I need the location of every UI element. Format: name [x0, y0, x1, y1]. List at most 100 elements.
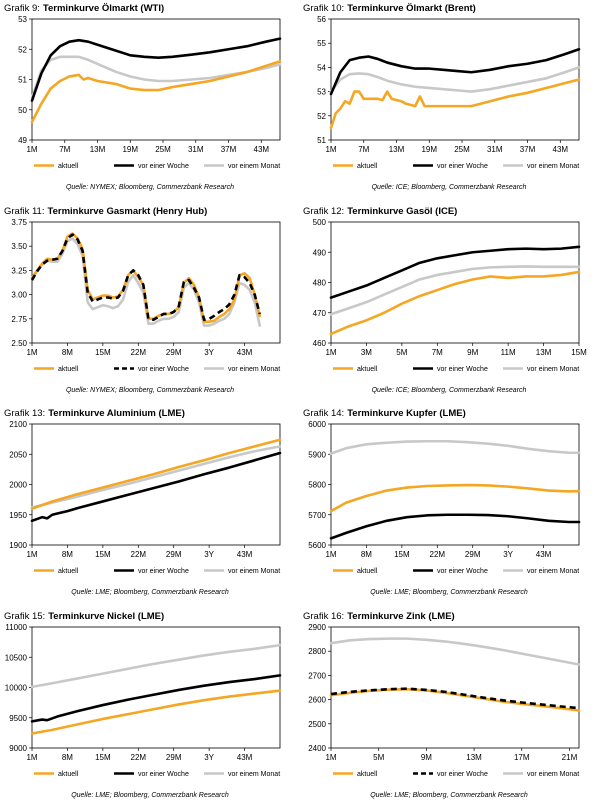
x-tick-label: 8M: [62, 550, 73, 559]
legend-label-aktuell: aktuell: [357, 163, 378, 170]
y-tick-label: 6000: [308, 420, 326, 429]
chart-title-prefix: Grafik 12:: [303, 206, 344, 217]
chart-source: Quelle: LME; Bloomberg, Commerzbank Rese…: [71, 792, 229, 799]
y-tick-label: 2500: [308, 719, 326, 728]
legend-label-woche: vor einer Woche: [138, 771, 189, 778]
chart-title-prefix: Grafik 9:: [4, 3, 40, 14]
x-tick-label: 7M: [358, 145, 369, 154]
x-tick-label: 13M: [536, 348, 552, 357]
legend-label-woche: vor einer Woche: [437, 163, 488, 170]
x-tick-label: 9M: [467, 348, 478, 357]
x-tick-label: 15M: [95, 550, 111, 559]
x-tick-label: 21M: [562, 753, 578, 762]
series-line-woche: [329, 513, 581, 540]
y-tick-label: 2050: [9, 450, 27, 459]
legend-label-monat: vor einem Monat: [228, 771, 280, 778]
y-tick-label: 11000: [5, 623, 27, 632]
chart-title-text: Terminkurve Gasöl (ICE): [347, 206, 457, 217]
x-tick-label: 3Y: [503, 550, 513, 559]
chart-source: Quelle: ICE; Bloomberg, Commerzbank Rese…: [372, 184, 527, 191]
y-tick-label: 50: [18, 106, 27, 115]
x-tick-label: 1M: [325, 550, 336, 559]
y-tick-label: 2.75: [11, 314, 27, 323]
y-tick-label: 49: [18, 136, 27, 145]
chart-title: Grafik 16: Terminkurve Zink (LME): [303, 611, 455, 622]
x-tick-label: 43M: [237, 753, 253, 762]
series-line-woche: [330, 686, 580, 709]
x-tick-label: 5M: [373, 753, 384, 762]
series-line-aktuell: [329, 78, 581, 130]
chart-title: Grafik 12: Terminkurve Gasöl (ICE): [303, 206, 457, 217]
plot-frame: [31, 423, 281, 546]
x-tick-label: 15M: [571, 348, 587, 357]
chart-svg: Grafik 13: Terminkurve Aluminium (LME) 190…: [4, 408, 282, 596]
chart-source: Quelle: LME; Bloomberg, Commerzbank Rese…: [71, 589, 229, 596]
series-line-monat: [329, 264, 581, 316]
x-tick-label: 7M: [432, 348, 443, 357]
x-tick-label: 13M: [90, 145, 106, 154]
x-tick-label: 7M: [59, 145, 70, 154]
legend-label-monat: vor einem Monat: [228, 366, 280, 373]
legend-label-aktuell: aktuell: [58, 568, 79, 575]
chart-title: Grafik 11: Terminkurve Gasmarkt (Henry Hu…: [4, 206, 207, 217]
chart-title-text: Terminkurve Aluminium (LME): [48, 408, 185, 419]
y-tick-label: 10500: [5, 653, 28, 662]
series-line-woche: [30, 37, 282, 102]
y-tick-label: 3.75: [11, 218, 27, 227]
legend-label-aktuell: aktuell: [357, 366, 378, 373]
x-tick-label: 31M: [188, 145, 204, 154]
y-tick-label: 2900: [308, 623, 326, 632]
chart-panel-zink: Grafik 16: Terminkurve Zink (LME) 2400 2500…: [299, 608, 598, 810]
chart-title-text: Terminkurve Zink (LME): [347, 611, 455, 622]
x-tick-label: 25M: [454, 145, 470, 154]
chart-title: Grafik 14: Terminkurve Kupfer (LME): [303, 408, 466, 419]
x-tick-label: 13M: [389, 145, 405, 154]
y-tick-label: 54: [317, 63, 326, 72]
x-tick-label: 1M: [325, 348, 336, 357]
series-line-monat: [30, 55, 282, 99]
chart-title: Grafik 9: Terminkurve Ölmarkt (WTI): [4, 3, 164, 14]
y-tick-label: 470: [313, 308, 327, 317]
legend-label-aktuell: aktuell: [58, 366, 79, 373]
legend-label-monat: vor einem Monat: [228, 568, 280, 575]
chart-svg: Grafik 15: Terminkurve Nickel (LME) 9000 95…: [4, 611, 282, 799]
x-tick-label: 15M: [394, 550, 410, 559]
chart-svg: Grafik 10: Terminkurve Ölmarkt (Brent) 51 5…: [303, 3, 581, 191]
series-line-woche: [30, 673, 282, 723]
series-line-woche: [30, 451, 282, 523]
x-tick-label: 22M: [131, 348, 147, 357]
x-tick-label: 8M: [361, 550, 372, 559]
x-tick-label: 22M: [430, 550, 446, 559]
x-tick-label: 29M: [465, 550, 481, 559]
x-tick-label: 19M: [421, 145, 437, 154]
y-tick-label: 10000: [5, 683, 28, 692]
x-tick-label: 8M: [62, 753, 73, 762]
chart-panel-kupfer: Grafik 14: Terminkurve Kupfer (LME) 5600 57…: [299, 405, 598, 608]
y-tick-label: 55: [317, 39, 326, 48]
chart-panel-brent: Grafik 10: Terminkurve Ölmarkt (Brent) 51 5…: [299, 0, 598, 203]
legend-label-aktuell: aktuell: [58, 163, 79, 170]
series-line-monat: [30, 445, 282, 509]
series-line-woche: [329, 245, 581, 299]
chart-title-text: Terminkurve Nickel (LME): [48, 611, 164, 622]
y-tick-label: 52: [18, 45, 27, 54]
legend-label-woche: vor einer Woche: [437, 366, 488, 373]
y-tick-label: 5800: [308, 481, 326, 490]
chart-panel-aluminium: Grafik 13: Terminkurve Aluminium (LME) 190…: [0, 405, 299, 608]
legend-label-woche: vor einer Woche: [138, 568, 189, 575]
plot-frame: [31, 221, 281, 343]
x-tick-label: 15M: [95, 348, 111, 357]
y-tick-label: 2400: [308, 744, 326, 753]
x-tick-label: 1M: [325, 753, 336, 762]
series-line-monat: [329, 636, 581, 666]
x-tick-label: 43M: [553, 145, 569, 154]
x-tick-label: 22M: [131, 550, 147, 559]
chart-panel-nickel: Grafik 15: Terminkurve Nickel (LME) 9000 95…: [0, 608, 299, 810]
x-tick-label: 15M: [95, 753, 111, 762]
x-tick-label: 43M: [237, 348, 253, 357]
y-tick-label: 56: [317, 15, 326, 24]
x-tick-label: 43M: [254, 145, 270, 154]
x-tick-label: 29M: [166, 550, 182, 559]
x-tick-label: 19M: [122, 145, 138, 154]
legend-label-woche: vor einer Woche: [138, 163, 189, 170]
